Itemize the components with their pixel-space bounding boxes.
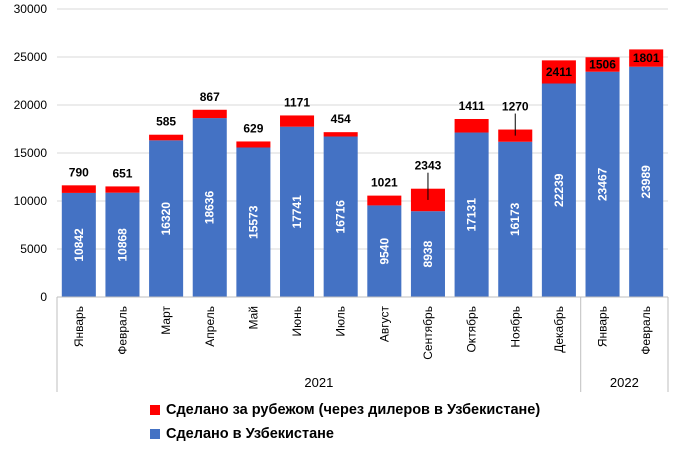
gridlines	[57, 8, 668, 298]
x-tick-label: Апрель	[203, 306, 217, 347]
bars: 10842 790 10868 651 16320 585 18636 867 15573 629…	[61, 49, 664, 298]
data-label-uzbekistan: 16320	[159, 202, 173, 236]
y-axis: 0 5000 10000 15000 20000 25000 30000	[14, 2, 48, 304]
x-tick-label: Февраль	[639, 306, 653, 355]
data-label-abroad: 1411	[459, 99, 485, 113]
bar-uzbekistan	[323, 136, 358, 297]
x-tick-label: Март	[159, 306, 173, 335]
bar-uzbekistan	[236, 147, 271, 297]
data-label-abroad: 1021	[371, 176, 398, 190]
bar-uzbekistan	[498, 141, 533, 297]
data-label-uzbekistan: 23467	[596, 167, 610, 201]
bar-uzbekistan	[410, 211, 445, 297]
data-label-uzbekistan: 17741	[290, 195, 304, 229]
x-tick-label: Февраль	[115, 306, 129, 355]
data-label-abroad: 454	[331, 112, 351, 126]
bar-abroad	[149, 134, 184, 141]
bar-uzbekistan	[454, 132, 489, 297]
bar-uzbekistan	[585, 71, 620, 297]
data-label-abroad: 651	[112, 166, 132, 180]
bar-uzbekistan	[367, 205, 402, 297]
data-label-abroad: 2343	[415, 159, 442, 173]
data-label-uzbekistan: 16716	[334, 200, 348, 234]
data-label-abroad: 1506	[589, 57, 616, 71]
data-label-abroad: 790	[69, 165, 89, 179]
x-tick-label: Октябрь	[465, 306, 479, 353]
bar-uzbekistan	[629, 66, 664, 297]
data-label-uzbekistan: 10868	[115, 228, 129, 262]
bar-abroad	[105, 186, 140, 193]
bar-abroad	[585, 57, 620, 72]
bar-uzbekistan	[149, 140, 184, 297]
bar-uzbekistan	[192, 118, 227, 298]
bar-abroad	[236, 141, 271, 148]
y-tick-label: 25000	[14, 50, 48, 64]
year-group-label: 2022	[610, 375, 639, 390]
legend-label-uzbekistan: Сделано в Узбекистане	[166, 426, 334, 442]
y-tick-label: 30000	[14, 2, 48, 16]
data-label-abroad: 1171	[284, 95, 310, 109]
x-tick-label: Январь	[596, 306, 610, 347]
legend-swatch-abroad	[150, 405, 160, 415]
bar-abroad	[192, 109, 227, 119]
data-label-abroad: 585	[156, 115, 176, 129]
data-label-abroad: 1801	[633, 51, 660, 65]
data-label-uzbekistan: 15573	[246, 205, 260, 239]
y-tick-label: 5000	[20, 242, 47, 256]
x-tick-label: Сентябрь	[421, 306, 435, 360]
y-tick-label: 20000	[14, 98, 48, 112]
x-tick-label: Июль	[334, 306, 348, 337]
data-label-abroad: 1270	[502, 100, 529, 114]
x-tick-label: Ноябрь	[508, 306, 522, 348]
year-group-label: 2021	[304, 375, 333, 390]
data-label-uzbekistan: 22239	[552, 173, 566, 207]
x-tick-label: Май	[246, 306, 260, 330]
legend-item-uzbekistan: Сделано в Узбекистане	[150, 422, 540, 446]
data-label-abroad: 867	[200, 90, 220, 104]
bar-uzbekistan	[61, 192, 96, 297]
data-label-abroad: 629	[243, 121, 263, 135]
data-label-abroad: 2411	[546, 65, 572, 79]
bar-abroad	[629, 49, 664, 67]
x-tick-label: Январь	[72, 306, 86, 347]
data-label-uzbekistan: 17131	[465, 198, 479, 232]
legend: Сделано за рубежом (через дилеров в Узбе…	[150, 398, 540, 446]
data-label-uzbekistan: 18636	[203, 191, 217, 225]
bar-uzbekistan	[280, 126, 315, 297]
data-label-uzbekistan: 16173	[508, 202, 522, 236]
bar-abroad	[61, 185, 96, 193]
data-label-uzbekistan: 8938	[421, 240, 435, 267]
y-tick-label: 0	[40, 290, 47, 304]
bar-abroad	[454, 118, 489, 133]
x-tick-label: Август	[377, 306, 391, 343]
bar-abroad	[323, 132, 358, 137]
x-tick-label: Июнь	[290, 306, 304, 337]
legend-item-abroad: Сделано за рубежом (через дилеров в Узбе…	[150, 398, 540, 422]
data-label-uzbekistan: 23989	[639, 165, 653, 199]
bar-abroad	[280, 115, 315, 127]
x-axis: Январь Февраль Март Апрель Май Июнь Июль Август…	[56, 296, 669, 392]
data-label-uzbekistan: 9540	[377, 238, 391, 265]
bar-uzbekistan	[541, 83, 576, 297]
bar-uzbekistan	[105, 192, 140, 297]
y-tick-label: 15000	[14, 146, 48, 160]
legend-label-abroad: Сделано за рубежом (через дилеров в Узбе…	[166, 402, 541, 418]
y-tick-label: 10000	[14, 194, 48, 208]
bar-abroad	[541, 60, 576, 84]
x-tick-label: Декабрь	[552, 306, 566, 353]
data-label-uzbekistan: 10842	[72, 228, 86, 262]
legend-swatch-uzbekistan	[150, 429, 160, 439]
bar-abroad	[367, 195, 402, 206]
